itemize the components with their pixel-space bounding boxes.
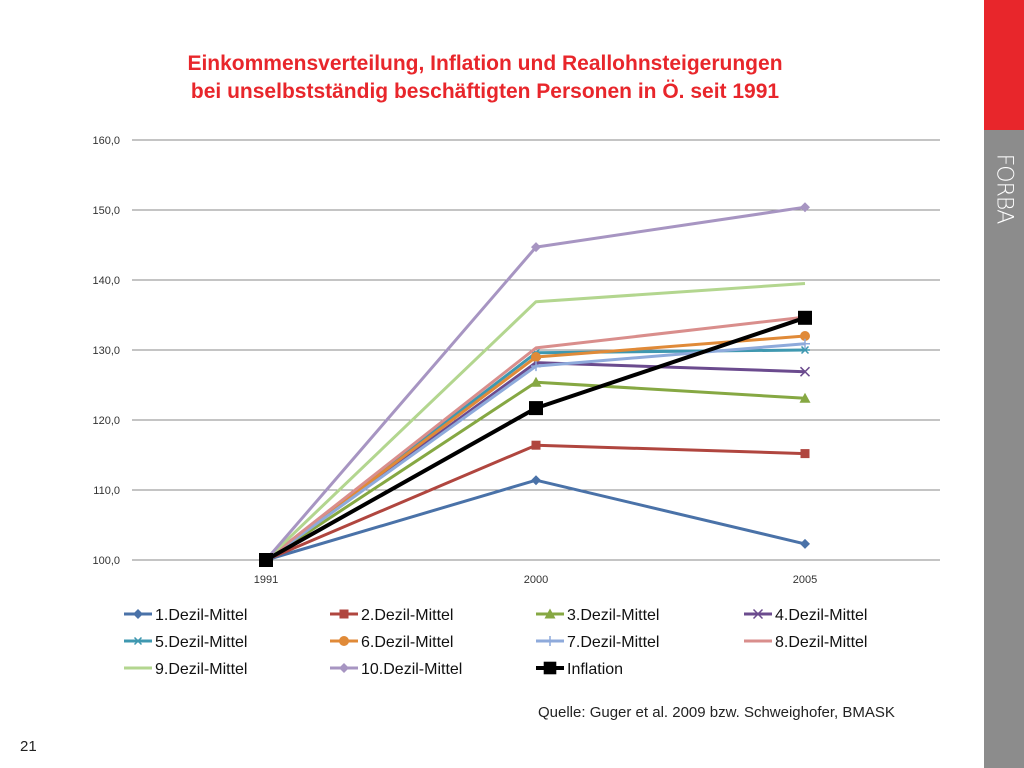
legend-item: 9.Dezil-Mittel [124, 661, 247, 678]
grid-layer [132, 139, 940, 561]
legend-item: 5.Dezil-Mittel [124, 634, 247, 651]
legend-marker [339, 663, 349, 673]
legend-label: 3.Dezil-Mittel [567, 607, 659, 624]
data-point [800, 331, 810, 341]
data-point [799, 366, 811, 377]
y-tick-label: 160,0 [92, 135, 120, 147]
data-point [529, 401, 543, 416]
legend-marker [133, 609, 143, 619]
legend-label: 2.Dezil-Mittel [361, 607, 453, 624]
legend-label: 1.Dezil-Mittel [155, 607, 247, 624]
data-point [531, 475, 541, 486]
legend-item: 1.Dezil-Mittel [124, 607, 247, 624]
data-point [800, 538, 810, 549]
legend-item: 2.Dezil-Mittel [330, 607, 453, 624]
data-point [259, 553, 273, 567]
legend-item: 10.Dezil-Mittel [330, 661, 462, 678]
y-tick-label: 130,0 [92, 345, 120, 357]
chart-title: Einkommensverteilung, Inflation und Real… [60, 50, 910, 106]
data-point [800, 449, 810, 459]
data-point [799, 392, 811, 403]
legend-item: 6.Dezil-Mittel [330, 634, 453, 651]
series-layer [259, 202, 812, 567]
data-point [800, 345, 810, 355]
x-tick-label: 1991 [254, 574, 278, 586]
series-line [264, 282, 806, 562]
data-point [531, 361, 541, 372]
legend-marker [545, 636, 555, 646]
legend-label: 9.Dezil-Mittel [155, 661, 247, 678]
legend-marker [752, 608, 764, 620]
legend-marker [133, 636, 143, 646]
legend-label: 4.Dezil-Mittel [775, 607, 867, 624]
data-point [800, 202, 810, 213]
legend-label: 6.Dezil-Mittel [361, 634, 453, 651]
series-line [265, 478, 806, 562]
legend-label: 10.Dezil-Mittel [361, 661, 462, 678]
y-tick-label: 120,0 [92, 415, 120, 427]
legend-label: Inflation [567, 661, 623, 678]
y-tick-label: 100,0 [92, 555, 120, 567]
legend-item: 3.Dezil-Mittel [536, 607, 659, 624]
source-note: Quelle: Guger et al. 2009 bzw. Schweigho… [538, 704, 895, 721]
y-tick-label: 140,0 [92, 275, 120, 287]
side-bar-red [984, 0, 1024, 130]
legend-marker [544, 608, 556, 619]
forba-logo: FORBA [984, 138, 1024, 238]
data-point [531, 352, 541, 362]
legend-label: 8.Dezil-Mittel [775, 634, 867, 651]
series-4 [260, 357, 811, 566]
side-bar-grey [984, 130, 1024, 768]
page-number: 21 [20, 738, 37, 755]
y-tick-label: 110,0 [93, 485, 120, 497]
x-tick-label: 2000 [524, 574, 548, 586]
y-axis: 100,0 110,0 120,0 130,0 140,0 150,0 160,0 [92, 135, 120, 567]
chart-title-line-2: bei unselbstständig beschäftigten Person… [190, 80, 780, 103]
legend-label: 7.Dezil-Mittel [567, 634, 659, 651]
data-point [800, 338, 810, 349]
legend-item: Inflation [536, 661, 623, 678]
legend-item: 7.Dezil-Mittel [536, 634, 659, 651]
data-point [798, 310, 812, 325]
legend-marker [339, 609, 349, 619]
series-8 [265, 315, 806, 562]
data-point [530, 376, 542, 387]
data-point [531, 242, 541, 253]
series-11 [259, 310, 812, 567]
line-chart: 100,0 110,0 120,0 130,0 140,0 150,0 160,0 1991… [92, 135, 940, 678]
legend-item: 8.Dezil-Mittel [744, 634, 867, 651]
data-point [531, 440, 541, 450]
logo-text: FORBA [991, 153, 1017, 223]
legend-item: 4.Dezil-Mittel [744, 607, 867, 624]
legend-label: 5.Dezil-Mittel [155, 634, 247, 651]
series-line [265, 315, 806, 562]
x-axis: 1991 2000 2005 [254, 574, 817, 586]
legend: 1.Dezil-Mittel 2.Dezil-Mittel 3.Dezil-Mitt… [124, 607, 867, 678]
y-tick-label: 150,0 [92, 205, 120, 217]
x-tick-label: 2005 [793, 574, 817, 586]
series-1 [261, 475, 810, 565]
chart-title-line-1: Einkommensverteilung, Inflation und Real… [187, 52, 783, 75]
legend-marker [339, 636, 349, 646]
series-9 [264, 282, 806, 562]
legend-marker [543, 661, 557, 675]
